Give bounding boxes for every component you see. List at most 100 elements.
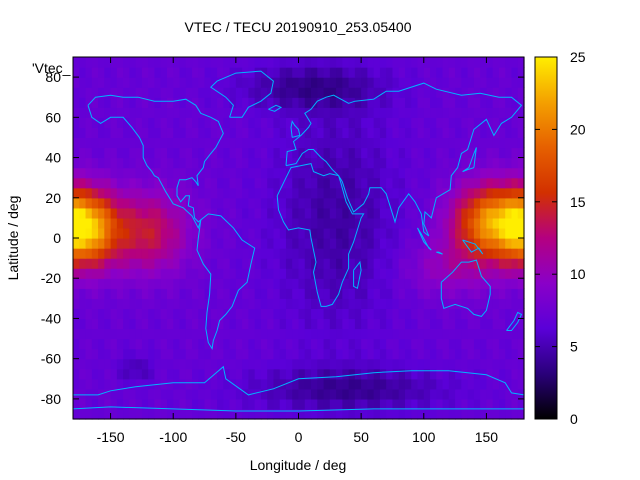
heatmap-cell [79,308,87,320]
heatmap-cell [417,258,425,269]
heatmap-cell [348,127,356,139]
heatmap-cell [223,248,231,259]
heatmap-cell [354,87,362,98]
heatmap-cell [85,67,93,78]
heatmap-cell [141,298,149,309]
heatmap-cell [273,318,281,330]
heatmap-cell [73,408,80,420]
heatmap-cell [298,258,306,269]
heatmap-cell [342,137,350,149]
heatmap-cell [392,278,400,289]
heatmap-cell [198,258,206,269]
coastline [506,311,523,331]
heatmap-cell [210,338,218,350]
heatmap-cell [455,258,462,269]
heatmap-cell [492,197,500,209]
heatmap-cell [198,87,206,98]
heatmap-cell [392,388,400,400]
heatmap-cell [311,197,318,209]
heatmap-cell [505,167,513,179]
heatmap-cell [110,87,118,98]
heatmap-cell [392,77,400,88]
heatmap-cell [386,177,394,189]
heatmap-cell [392,288,400,299]
heatmap-cell [298,157,306,169]
heatmap-cell [267,177,275,189]
heatmap-cell [392,197,400,209]
heatmap-cell [455,67,462,78]
heatmap-cell [204,328,212,340]
heatmap-cell [492,358,500,370]
heatmap-cell [373,227,381,239]
heatmap-cell [135,238,143,249]
heatmap-cell [141,227,149,239]
heatmap-cell [298,177,306,189]
heatmap-cell [104,147,112,159]
heatmap-cell [329,398,337,410]
heatmap-cell [248,268,256,279]
heatmap-cell [160,278,168,289]
heatmap-cell [110,57,118,68]
heatmap-cell [223,338,231,350]
heatmap-cell [517,408,525,420]
heatmap-cell [442,398,450,410]
heatmap-cell [411,187,419,199]
heatmap-cell [242,167,249,179]
heatmap-cell [260,157,268,169]
heatmap-cell [148,378,156,390]
heatmap-cell [204,248,212,259]
heatmap-cell [185,378,193,390]
heatmap-cell [480,238,488,249]
heatmap-cell [173,408,181,420]
heatmap-cell [148,107,156,118]
heatmap-cell [148,388,156,400]
heatmap-cell [354,408,362,420]
heatmap-cell [104,137,112,149]
heatmap-cell [267,207,275,219]
heatmap-cell [254,157,262,169]
heatmap-cell [336,398,343,410]
heatmap-cell [323,137,331,149]
heatmap-cell [486,187,494,199]
heatmap-cell [123,388,130,400]
heatmap-cell [273,288,281,299]
heatmap-cell [141,147,149,159]
heatmap-cell [185,338,193,350]
heatmap-cell [329,87,337,98]
heatmap-cell [417,187,425,199]
heatmap-cell [323,298,331,309]
heatmap-cell [386,117,394,128]
heatmap-cell [229,157,237,169]
heatmap-cell [198,187,206,199]
heatmap-cell [386,238,394,249]
heatmap-cell [511,258,519,269]
heatmap-cell [104,127,112,139]
heatmap-cell [398,268,406,279]
heatmap-cell [480,288,488,299]
heatmap-cell [267,117,275,128]
heatmap-cell [229,167,237,179]
heatmap-cell [123,67,130,78]
heatmap-cell [336,227,343,239]
heatmap-cell [166,368,174,380]
heatmap-cell [242,258,249,269]
heatmap-cell [404,338,412,350]
heatmap-cell [480,268,488,279]
heatmap-cell [298,137,306,149]
heatmap-cell [104,77,112,88]
heatmap-cell [511,378,519,390]
heatmap-cell [386,298,394,309]
heatmap-cell [123,288,130,299]
heatmap-cell [192,358,199,370]
heatmap-cell [361,157,368,169]
heatmap-cell [204,67,212,78]
heatmap-cell [442,197,450,209]
heatmap-cell [430,147,437,159]
heatmap-cell [98,137,105,149]
heatmap-cell [430,388,437,400]
heatmap-cell [461,87,469,98]
heatmap-cell [198,268,206,279]
heatmap-cell [141,238,149,249]
heatmap-cell [85,227,93,239]
heatmap-cell [379,388,387,400]
